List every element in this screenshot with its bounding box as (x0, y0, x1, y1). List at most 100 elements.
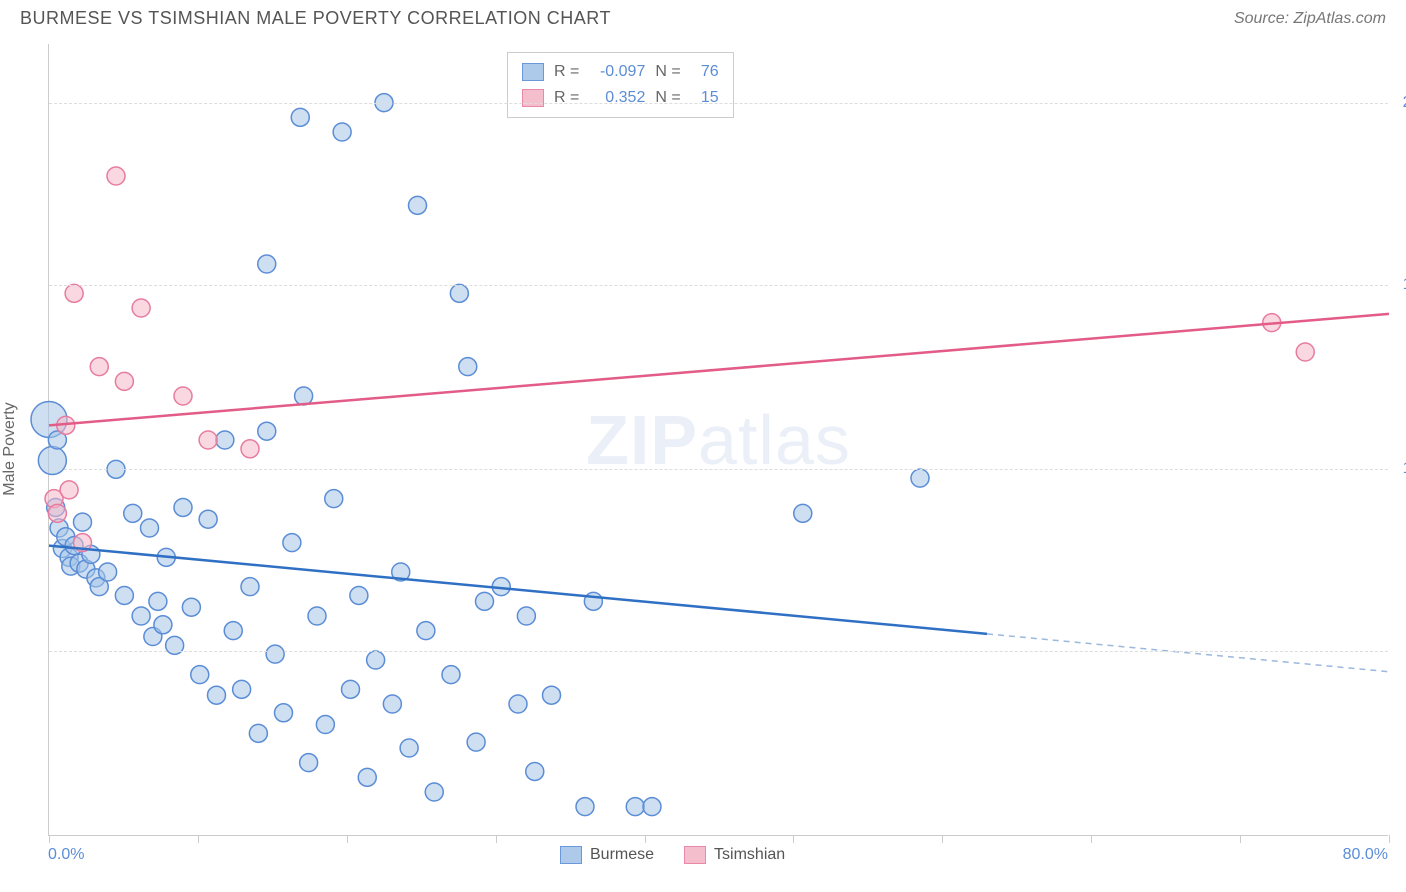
n-value-series1: 76 (691, 59, 719, 85)
series1-point (417, 622, 435, 640)
legend-item-series2: Tsimshian (684, 846, 785, 864)
x-tick (1240, 835, 1241, 843)
series2-point (90, 358, 108, 376)
series1-point (241, 578, 259, 596)
series1-point (576, 798, 594, 816)
series1-point (38, 447, 66, 475)
legend-label-series2: Tsimshian (714, 846, 785, 864)
swatch-series2 (522, 89, 544, 107)
gridline (49, 651, 1388, 652)
series2-trendline (49, 314, 1389, 425)
series1-point (383, 695, 401, 713)
x-tick (198, 835, 199, 843)
swatch-series1 (522, 63, 544, 81)
series1-point (358, 768, 376, 786)
legend-label-series1: Burmese (590, 846, 654, 864)
x-axis-end-label: 80.0% (1343, 846, 1388, 864)
series1-point (74, 513, 92, 531)
series1-point (467, 733, 485, 751)
gridline (49, 285, 1388, 286)
series1-point (643, 798, 661, 816)
series1-point (316, 716, 334, 734)
series-legend: Burmese Tsimshian (560, 846, 785, 864)
x-tick (1389, 835, 1390, 843)
swatch-series2 (684, 846, 706, 864)
series1-point (233, 680, 251, 698)
series1-point (450, 284, 468, 302)
series1-point (295, 387, 313, 405)
series1-point (283, 534, 301, 552)
series1-point (99, 563, 117, 581)
series1-point (350, 586, 368, 604)
series1-point (115, 586, 133, 604)
legend-item-series1: Burmese (560, 846, 654, 864)
series1-point (266, 645, 284, 663)
series2-point (65, 284, 83, 302)
series1-point (275, 704, 293, 722)
series1-point (149, 592, 167, 610)
series1-point (249, 724, 267, 742)
series1-point (208, 686, 226, 704)
r-value-series2: 0.352 (589, 85, 645, 111)
x-tick (793, 835, 794, 843)
series1-point (216, 431, 234, 449)
gridline (49, 103, 1388, 104)
series1-point (291, 108, 309, 126)
series1-point (182, 598, 200, 616)
n-value-series2: 15 (691, 85, 719, 111)
x-tick (49, 835, 50, 843)
x-tick (1091, 835, 1092, 843)
y-tick-label: 12.5% (1403, 460, 1406, 478)
correlation-stats-legend: R = -0.097 N = 76 R = 0.352 N = 15 (507, 52, 734, 118)
series2-point (48, 504, 66, 522)
stats-row-series1: R = -0.097 N = 76 (522, 59, 719, 85)
series1-point (509, 695, 527, 713)
series1-point (526, 762, 544, 780)
series1-point (199, 510, 217, 528)
series1-point (258, 422, 276, 440)
series1-point (794, 504, 812, 522)
x-tick (645, 835, 646, 843)
series2-point (241, 440, 259, 458)
series2-point (107, 167, 125, 185)
series1-point (543, 686, 561, 704)
series2-point (60, 481, 78, 499)
series1-point (308, 607, 326, 625)
series1-point (174, 498, 192, 516)
series1-point (476, 592, 494, 610)
x-tick (347, 835, 348, 843)
series1-point (342, 680, 360, 698)
series1-point (132, 607, 150, 625)
series2-point (132, 299, 150, 317)
series1-point (409, 196, 427, 214)
series1-point (911, 469, 929, 487)
n-label: N = (655, 59, 680, 85)
gridline (49, 469, 1388, 470)
x-tick (496, 835, 497, 843)
scatter-plot-svg (49, 44, 1388, 835)
series1-point (325, 490, 343, 508)
series1-point (258, 255, 276, 273)
series1-point (141, 519, 159, 537)
chart-title: BURMESE VS TSIMSHIAN MALE POVERTY CORREL… (20, 8, 611, 29)
series1-point (124, 504, 142, 522)
series1-point (224, 622, 242, 640)
series2-point (115, 372, 133, 390)
n-label: N = (655, 85, 680, 111)
series1-point (442, 666, 460, 684)
y-tick-label: 18.8% (1403, 276, 1406, 294)
series1-point (300, 754, 318, 772)
r-label: R = (554, 85, 579, 111)
stats-row-series2: R = 0.352 N = 15 (522, 85, 719, 111)
swatch-series1 (560, 846, 582, 864)
series2-point (174, 387, 192, 405)
series1-point (517, 607, 535, 625)
series1-trendline-extrapolated (987, 634, 1389, 672)
r-value-series1: -0.097 (589, 59, 645, 85)
r-label: R = (554, 59, 579, 85)
series2-point (1296, 343, 1314, 361)
chart-plot-area: R = -0.097 N = 76 R = 0.352 N = 15 ZIPat… (48, 44, 1388, 836)
series1-point (333, 123, 351, 141)
series2-point (199, 431, 217, 449)
series1-point (459, 358, 477, 376)
